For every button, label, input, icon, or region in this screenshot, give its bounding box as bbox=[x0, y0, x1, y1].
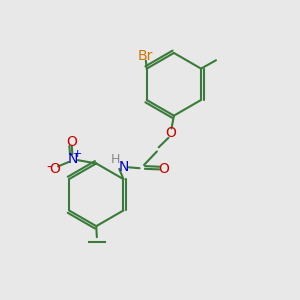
Text: +: + bbox=[73, 149, 82, 160]
Text: Br: Br bbox=[138, 49, 153, 63]
Text: O: O bbox=[165, 126, 176, 140]
Text: O: O bbox=[158, 162, 169, 176]
Text: N: N bbox=[67, 152, 77, 166]
Text: N: N bbox=[118, 160, 129, 174]
Text: O: O bbox=[66, 135, 77, 148]
Text: H: H bbox=[110, 153, 120, 166]
Text: -: - bbox=[46, 161, 51, 175]
Text: O: O bbox=[50, 162, 61, 176]
